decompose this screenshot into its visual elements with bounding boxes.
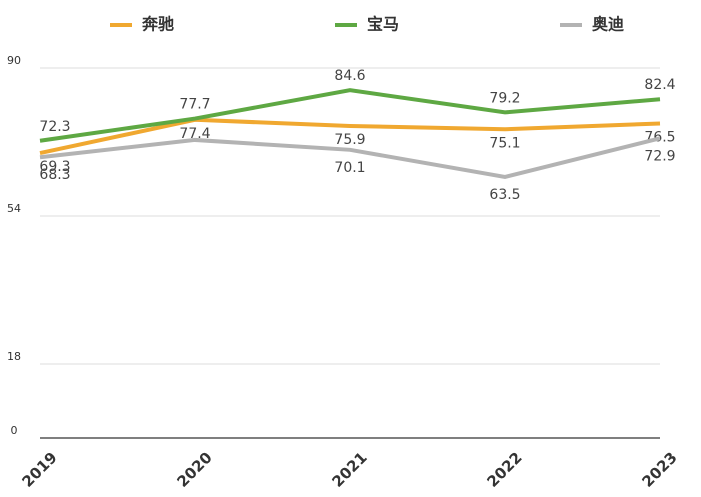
x-tick-label: 2023 xyxy=(639,449,681,491)
data-label: 75.1 xyxy=(489,135,520,151)
legend-label: 奔驰 xyxy=(141,15,174,34)
data-label: 82.4 xyxy=(644,77,675,93)
y-tick-label: 18 xyxy=(7,350,21,363)
data-label: 79.2 xyxy=(489,90,520,106)
data-label: 70.1 xyxy=(334,160,365,176)
data-label: 77.4 xyxy=(179,126,210,142)
data-label: 63.5 xyxy=(489,187,520,203)
y-tick-label: 54 xyxy=(7,202,21,215)
y-tick-label: 90 xyxy=(7,54,21,67)
data-label: 76.5 xyxy=(644,130,675,146)
legend-label: 宝马 xyxy=(367,15,399,34)
x-tick-label: 2022 xyxy=(484,449,526,491)
line-series xyxy=(39,88,661,143)
data-label: 84.6 xyxy=(334,68,365,84)
data-label: 75.9 xyxy=(334,132,365,148)
x-tick-label: 2020 xyxy=(174,449,216,491)
data-label: 77.7 xyxy=(179,97,210,113)
data-label: 69.3 xyxy=(39,159,70,175)
line-series xyxy=(39,117,661,156)
y-tick-label: 0 xyxy=(11,424,18,437)
data-label: 72.9 xyxy=(644,148,675,164)
line-series xyxy=(39,136,661,179)
x-tick-label: 2019 xyxy=(19,449,61,491)
x-tick-label: 2021 xyxy=(329,449,371,491)
legend-label: 奥迪 xyxy=(592,15,624,34)
data-label: 72.3 xyxy=(39,119,70,135)
data-label: 68.3 xyxy=(39,167,70,183)
